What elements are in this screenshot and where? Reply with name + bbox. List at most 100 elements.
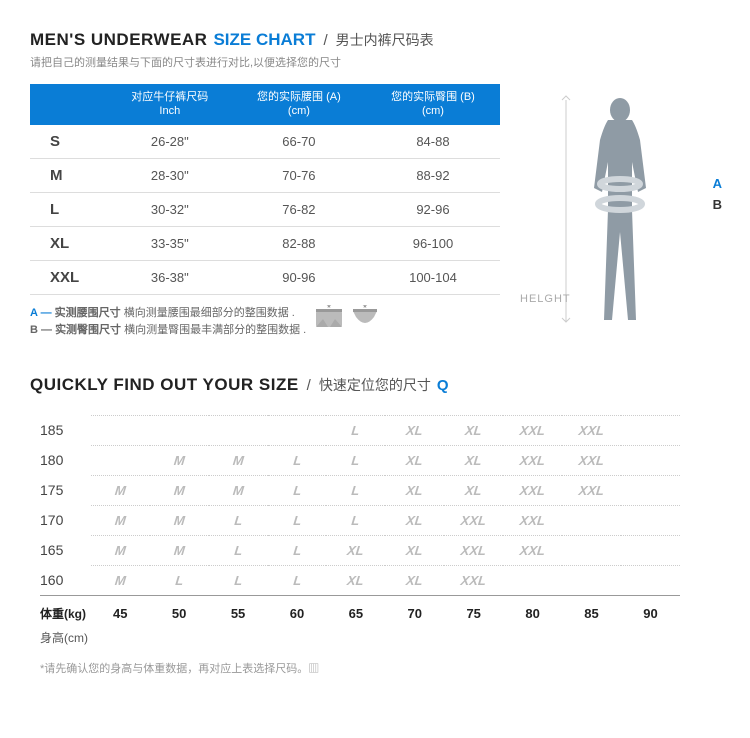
grid-cell: L (325, 505, 387, 535)
grid-row: 180MMLLXLXLXXLXXL (40, 445, 680, 475)
grid-row: 175MMMLLXLXLXXLXXL (40, 475, 680, 505)
size-cell-inch: 28-30" (108, 158, 232, 192)
brief-icon: ★ (350, 305, 380, 331)
grid-cell (619, 565, 681, 595)
grid-y-value: 170 (40, 505, 91, 535)
grid-cell: M (89, 505, 151, 535)
figure-height-label: HELGHT (520, 293, 571, 305)
grid-cell (560, 535, 622, 565)
grid-cell (619, 475, 681, 505)
grid-cell: XXL (502, 415, 564, 445)
grid-cell: XXL (443, 565, 505, 595)
grid-cell: XXL (502, 535, 564, 565)
grid-cell: XL (325, 565, 387, 595)
size-cell-hip: 84-88 (366, 125, 500, 159)
grid-cell (266, 415, 328, 445)
col-inch: 对应牛仔裤尺码 Inch (108, 84, 232, 125)
grid-cell: XL (443, 445, 505, 475)
title-cn: 男士内裤尺码表 (336, 30, 434, 50)
grid-cell: L (266, 505, 328, 535)
size-grid-table: 185LXLXLXXLXXL180MMLLXLXLXXLXXL175MMMLLX… (40, 415, 680, 626)
grid-x-value: 80 (503, 595, 562, 625)
grid-cell: XXL (560, 475, 622, 505)
size-table-container: 对应牛仔裤尺码 Inch 您的实际腰围 (A) (cm) 您的实际臀围 (B) … (30, 84, 500, 340)
grid-cell: L (266, 535, 328, 565)
size-row: M28-30"70-7688-92 (30, 158, 500, 192)
grid-cell: XL (384, 505, 446, 535)
grid-row: 165MMLLXLXLXXLXXL (40, 535, 680, 565)
note-b-desc: 横向测量臀围最丰满部分的整围数据 . (124, 324, 306, 336)
size-cell-size: XXL (30, 260, 108, 294)
grid-y-value: 160 (40, 565, 91, 595)
size-grid-chart: 185LXLXLXXLXXL180MMLLXLXLXXLXXL175MMMLLX… (30, 415, 720, 647)
section2-sep: / (307, 377, 311, 394)
grid-cell: M (148, 475, 210, 505)
y-axis-label: 身高(cm) (40, 629, 720, 646)
grid-cell: L (266, 565, 328, 595)
grid-x-value: 70 (385, 595, 444, 625)
grid-cell: XXL (560, 415, 622, 445)
grid-cell (619, 445, 681, 475)
size-cell-waist: 82-88 (232, 226, 366, 260)
size-cell-hip: 100-104 (366, 260, 500, 294)
size-cell-waist: 70-76 (232, 158, 366, 192)
grid-x-value: 60 (268, 595, 327, 625)
grid-x-value: 50 (150, 595, 209, 625)
size-row: L30-32"76-8292-96 (30, 192, 500, 226)
grid-cell: XL (443, 475, 505, 505)
grid-cell: M (148, 445, 210, 475)
section1-title: MEN'S UNDERWEAR SIZE CHART / 男士内裤尺码表 (30, 30, 720, 50)
grid-cell: M (89, 475, 151, 505)
grid-cell: L (266, 475, 328, 505)
grid-x-axis: 体重(kg)45505560657075808590 (40, 595, 680, 625)
grid-cell (502, 565, 564, 595)
size-cell-waist: 90-96 (232, 260, 366, 294)
grid-cell: M (89, 535, 151, 565)
size-table: 对应牛仔裤尺码 Inch 您的实际腰围 (A) (cm) 您的实际臀围 (B) … (30, 84, 500, 295)
grid-cell: XXL (502, 445, 564, 475)
figure-label-a: A (713, 174, 722, 195)
grid-cell: L (148, 565, 210, 595)
section2-title-cn: 快速定位您的尺寸 (319, 375, 431, 395)
size-cell-inch: 36-38" (108, 260, 232, 294)
section2-title: QUICKLY FIND OUT YOUR SIZE / 快速定位您的尺寸 Q (30, 375, 720, 395)
size-cell-waist: 66-70 (232, 125, 366, 159)
size-cell-hip: 92-96 (366, 192, 500, 226)
note-a-desc: 横向测量腰围最细部分的整围数据 . (124, 307, 295, 319)
grid-y-value: 185 (40, 415, 91, 445)
note-b-label: 实测臀围尺寸 (55, 324, 121, 336)
grid-cell: L (325, 445, 387, 475)
grid-cell: XXL (502, 505, 564, 535)
section2: QUICKLY FIND OUT YOUR SIZE / 快速定位您的尺寸 Q … (30, 375, 720, 677)
grid-cell: XL (384, 475, 446, 505)
grid-cell: M (148, 505, 210, 535)
title-en-2: SIZE CHART (213, 30, 315, 50)
col-hip: 您的实际臀围 (B) (cm) (366, 84, 500, 125)
grid-row: 160MLLLXLXLXXL (40, 565, 680, 595)
grid-cell (560, 565, 622, 595)
x-axis-label: 体重(kg) (40, 595, 91, 625)
size-cell-waist: 76-82 (232, 192, 366, 226)
grid-cell: M (207, 475, 269, 505)
grid-cell: XL (384, 535, 446, 565)
size-cell-hip: 88-92 (366, 158, 500, 192)
grid-cell: XXL (443, 505, 505, 535)
grid-x-value: 75 (444, 595, 503, 625)
grid-cell (560, 505, 622, 535)
note-b-prefix: B — (30, 324, 52, 336)
body-figure: A B HELGHT (520, 84, 720, 340)
figure-label-b: B (713, 195, 722, 216)
size-cell-size: XL (30, 226, 108, 260)
size-cell-hip: 96-100 (366, 226, 500, 260)
svg-text:★: ★ (327, 305, 332, 310)
grid-x-value: 45 (91, 595, 150, 625)
note-a-prefix: A — (30, 307, 52, 319)
grid-cell: L (325, 415, 387, 445)
grid-cell: XL (443, 415, 505, 445)
figure-ab-labels: A B (713, 174, 722, 216)
size-cell-size: L (30, 192, 108, 226)
grid-cell: L (325, 475, 387, 505)
measurement-notes: A — 实测腰围尺寸 横向测量腰围最细部分的整围数据 . B — 实测臀围尺寸 … (30, 305, 500, 340)
grid-x-value: 85 (562, 595, 621, 625)
grid-y-value: 165 (40, 535, 91, 565)
